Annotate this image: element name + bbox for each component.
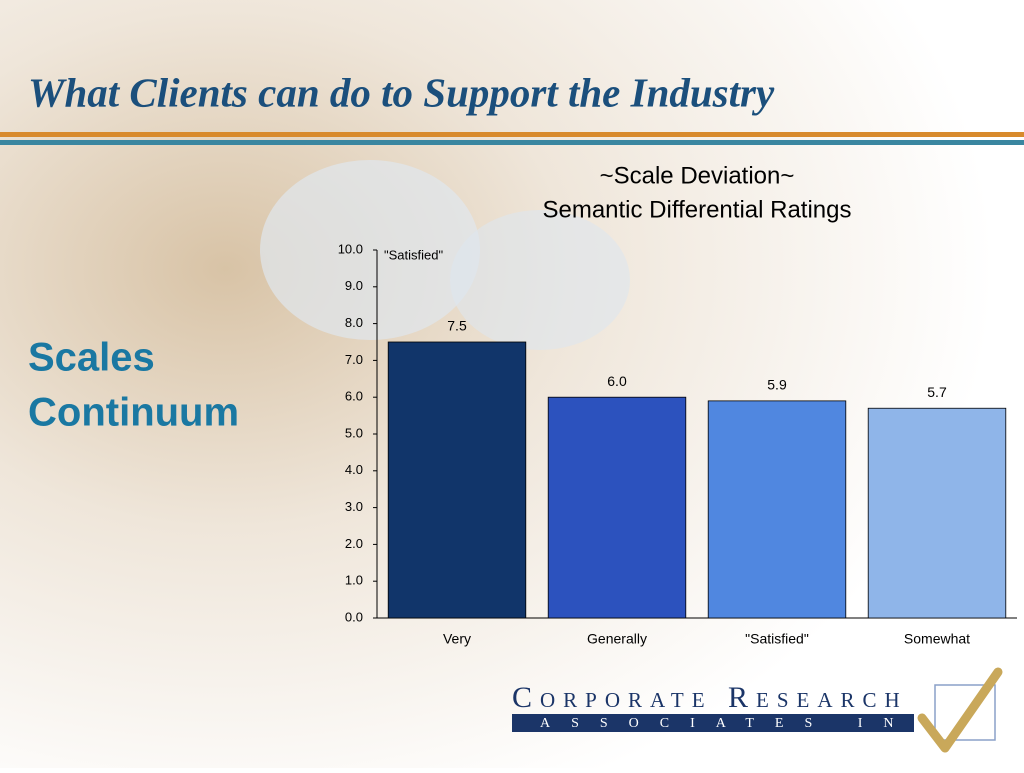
annotation: "Satisfied" <box>384 247 443 262</box>
y-tick-label: 1.0 <box>345 573 363 588</box>
bar <box>387 341 527 619</box>
y-tick-label: 4.0 <box>345 462 363 477</box>
slide-title: What Clients can do to Support the Indus… <box>28 69 775 115</box>
y-tick-label: 6.0 <box>345 389 363 404</box>
logo-band <box>512 714 914 732</box>
data-label: 5.9 <box>767 377 787 393</box>
side-heading: Continuum <box>28 391 239 435</box>
rule-teal <box>0 140 1024 145</box>
chart-title: Semantic Differential Ratings <box>542 196 851 223</box>
side-heading: Scales <box>28 336 155 380</box>
logo-box <box>934 684 996 741</box>
y-tick-label: 0.0 <box>345 609 363 624</box>
logo-sub: ASSOCIATES INC <box>540 716 945 731</box>
bar <box>867 407 1007 619</box>
logo-name: Corporate Research <box>512 681 908 714</box>
x-tick-label: Generally <box>587 631 647 647</box>
y-tick-label: 10.0 <box>338 241 363 256</box>
y-tick-label: 7.0 <box>345 352 363 367</box>
chart-title: ~Scale Deviation~ <box>600 162 795 189</box>
y-tick-label: 2.0 <box>345 536 363 551</box>
bar <box>707 400 847 619</box>
y-tick-label: 3.0 <box>345 499 363 514</box>
logo-check <box>917 667 1003 753</box>
x-tick-label: Very <box>443 631 471 647</box>
data-label: 7.5 <box>447 318 467 334</box>
data-label: 5.7 <box>927 384 947 400</box>
background-art <box>260 160 480 340</box>
rule-orange <box>0 132 1024 137</box>
x-tick-label: "Satisfied" <box>745 631 809 647</box>
data-label: 6.0 <box>607 373 627 389</box>
y-tick-label: 9.0 <box>345 278 363 293</box>
bar <box>547 396 687 619</box>
background-art <box>450 210 630 350</box>
x-tick-label: Somewhat <box>904 631 970 647</box>
y-tick-label: 8.0 <box>345 315 363 330</box>
y-tick-label: 5.0 <box>345 425 363 440</box>
logo: Corporate Research ASSOCIATES INC <box>512 667 1003 753</box>
